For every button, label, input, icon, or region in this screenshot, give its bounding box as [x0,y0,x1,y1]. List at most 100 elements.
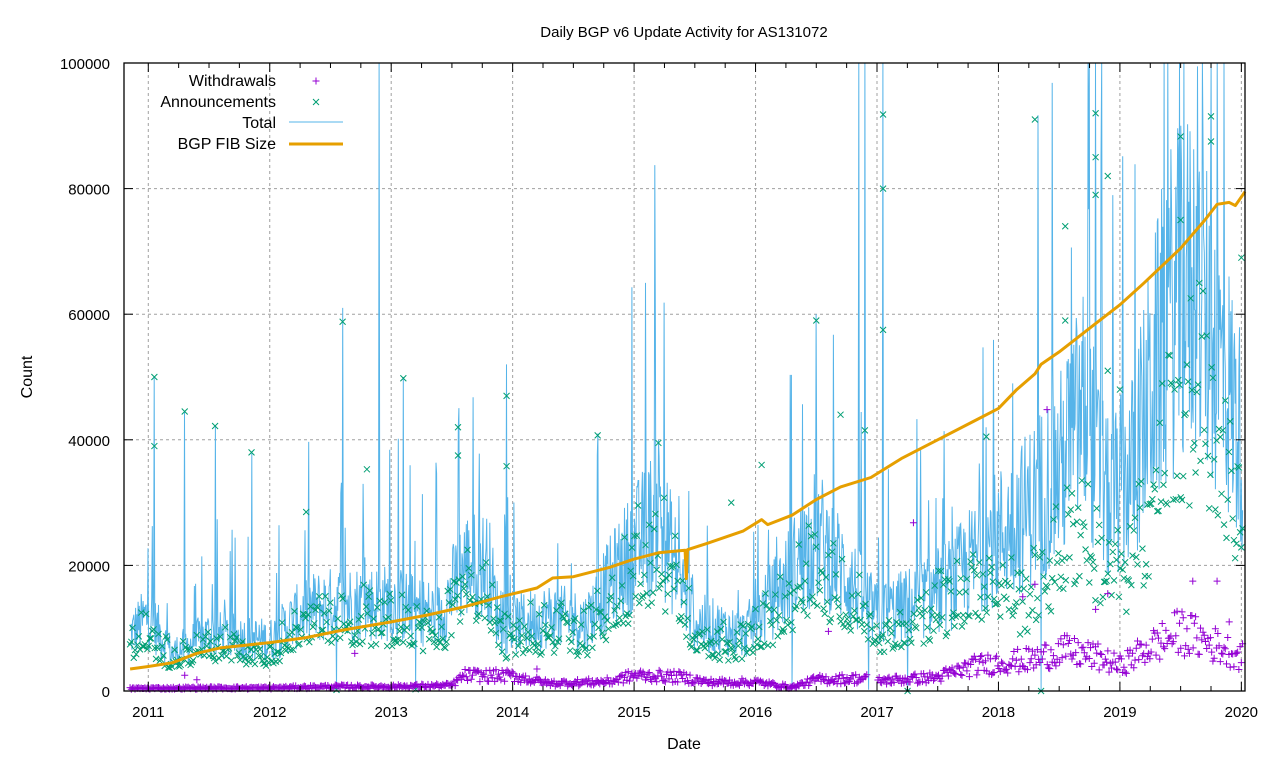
announcement-point [936,621,944,629]
announcement-point [856,571,863,579]
announcement-point [1160,481,1167,489]
withdrawal-point [1237,659,1245,667]
announcement-point [445,599,453,607]
announcement-point [1219,426,1227,434]
announcement-point [462,590,470,598]
announcement-point [1156,419,1164,427]
announcement-point [555,635,563,643]
announcement-point [842,611,850,619]
announcement-point [1104,172,1112,180]
withdrawal-point [1101,655,1109,663]
announcement-point [498,648,506,656]
withdrawal-point [930,676,938,684]
announcement-point [1166,352,1173,359]
announcement-point [212,657,219,665]
withdrawal-point [508,668,516,676]
announcement-point [310,620,318,627]
announcement-point [734,642,742,650]
withdrawal-point [972,655,980,663]
announcement-point [551,642,559,650]
withdrawal-point [1182,642,1190,650]
announcement-point [230,630,238,638]
announcement-point [1078,477,1086,484]
announcement-point [722,648,730,655]
x-tick-label: 2017 [860,704,893,721]
announcement-point [786,589,794,597]
withdrawal-point [1174,648,1182,656]
announcement-point [827,615,835,622]
announcement-point [441,644,449,652]
announcement-point [1182,409,1190,417]
announcement-point [1022,575,1030,583]
announcement-point [1066,554,1073,561]
announcement-point [455,576,463,583]
announcement-point [130,654,138,662]
announcement-point [512,651,520,658]
announcement-point [781,592,789,600]
withdrawal-point [476,678,484,686]
announcement-point [163,636,171,643]
announcement-point [443,638,450,646]
announcement-point [1061,222,1069,230]
announcement-point [1089,558,1097,566]
announcement-point [655,584,663,592]
announcement-point [935,567,942,575]
announcement-point [1098,534,1106,542]
announcement-point [962,588,970,596]
announcement-point [680,598,688,606]
announcement-point [155,630,162,638]
withdrawal-point [1111,658,1119,666]
withdrawal-point [1049,652,1057,660]
withdrawal-point [991,654,999,662]
announcement-point [1187,294,1195,302]
announcement-point [1043,583,1051,591]
announcement-point [928,611,936,619]
announcement-point [685,584,693,592]
announcement-point [293,624,301,632]
withdrawal-point [884,674,892,682]
announcement-point [1205,504,1213,512]
announcement-point [1178,496,1186,504]
withdrawal-point [853,679,861,687]
axis-ticks [124,62,1245,692]
announcement-point [989,578,997,586]
announcement-point [1207,138,1215,145]
withdrawal-point [1002,665,1010,673]
legend: Withdrawals Announcements Total BGP FIB … [160,73,343,153]
withdrawal-point [351,649,359,657]
announcement-point [413,603,421,610]
announcement-point [1145,573,1152,580]
announcement-point [1092,109,1099,117]
withdrawal-point [1189,644,1197,652]
announcement-point [655,439,662,447]
announcement-point [1104,367,1112,375]
announcement-point [1136,504,1144,511]
announcement-point [958,623,966,630]
announcement-point [830,539,837,547]
announcement-point [339,318,346,326]
y-tick-label: 20000 [68,558,110,575]
withdrawal-point [1096,650,1104,658]
withdrawal-point [970,652,978,660]
announcement-point [582,644,590,652]
withdrawal-point [1161,645,1169,653]
announcement-point [241,655,249,663]
withdrawal-point [702,676,710,684]
withdrawal-point [574,676,582,684]
announcement-point [909,618,916,626]
withdrawal-point [1221,645,1229,653]
announcement-point [528,632,536,640]
legend-entry-announcements: Announcements [160,94,320,111]
announcement-point [687,643,695,651]
announcement-point [767,617,774,625]
announcement-point [921,606,929,614]
announcement-point [1129,552,1136,559]
withdrawal-point [993,652,1001,660]
withdrawal-point [909,519,917,527]
announcement-point [247,646,255,654]
withdrawal-point [1211,625,1219,633]
announcement-point [861,427,869,434]
announcement-point [1192,469,1199,476]
announcement-point [716,656,724,664]
announcement-point [744,620,752,628]
